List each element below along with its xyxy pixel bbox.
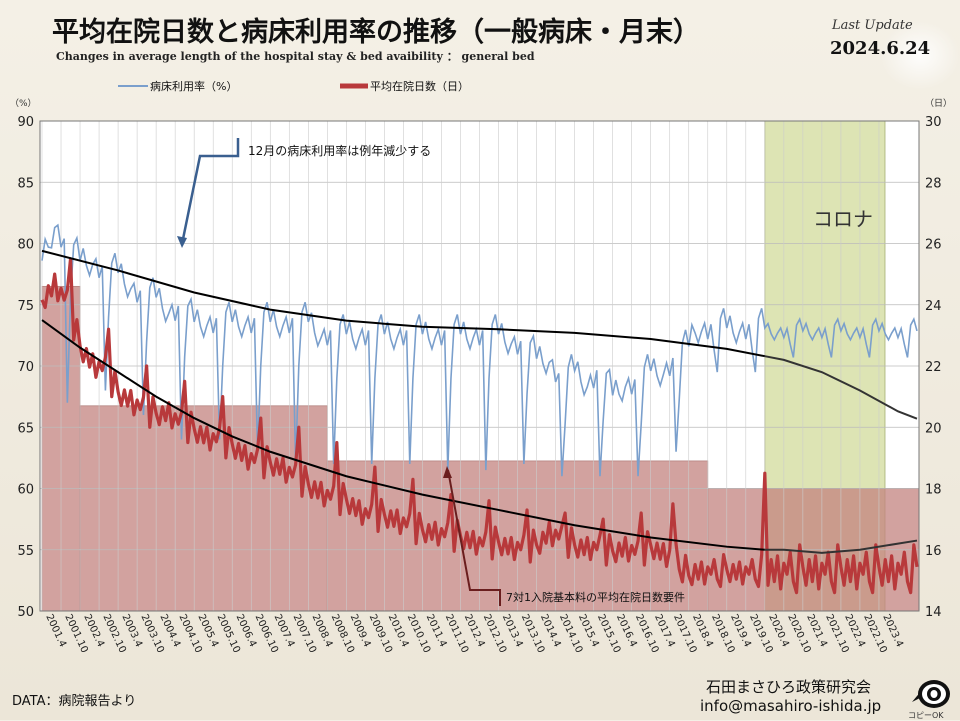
occupancy-trend-covid: [764, 355, 918, 420]
last-update-date: 2024.6.24: [830, 38, 931, 59]
legend-occupancy-label: 病床利用率（%）: [150, 79, 237, 93]
left-tick-label: 50: [17, 605, 34, 620]
stay-trend-covid: [764, 539, 918, 554]
left-tick-label: 60: [17, 483, 34, 498]
left-tick-label: 85: [17, 176, 34, 191]
left-tick-label: 80: [17, 238, 34, 253]
right-tick-label: 30: [925, 115, 942, 130]
occupancy-line: [41, 223, 918, 477]
last-update-label: Last Update: [832, 18, 913, 33]
page-title: 平均在院日数と病床利用率の推移（一般病床・月末）: [52, 17, 700, 48]
left-tick-label: 65: [17, 421, 34, 436]
legend: 病床利用率（%） 平均在院日数（日）: [118, 79, 469, 93]
left-axis-unit: （%）: [10, 98, 37, 109]
left-tick-label: 90: [17, 115, 34, 130]
occupancy-trend: [41, 249, 766, 358]
plot-border: [39, 120, 920, 612]
december-note-arrowhead: [177, 236, 187, 248]
copy-ok-logo-icon: [912, 680, 950, 708]
december-note: 12月の病床利用率は例年減少する: [248, 143, 431, 158]
right-tick-label: 24: [925, 299, 942, 314]
right-axis-unit: （日）: [925, 98, 952, 109]
requirement-note-arrow: [447, 469, 501, 606]
covid-label: コロナ: [813, 207, 873, 231]
right-tick-label: 18: [925, 483, 942, 498]
header-glow: [880, 20, 960, 90]
right-tick-label: 26: [925, 238, 942, 253]
december-note-arrow: [180, 138, 240, 245]
right-tick-label: 14: [925, 605, 942, 620]
right-tick-label: 16: [925, 544, 942, 559]
contact-email: info@masahiro-ishida.jp: [700, 697, 882, 715]
right-tick-label: 22: [925, 360, 942, 375]
organization-name: 石田まさひろ政策研究会: [706, 678, 872, 696]
right-tick-label: 28: [925, 176, 942, 191]
legend-stay-label: 平均在院日数（日）: [370, 79, 469, 93]
left-tick-label: 55: [17, 544, 34, 559]
left-tick-label: 75: [17, 299, 34, 314]
page-subtitle: Changes in average length of the hospita…: [56, 50, 535, 63]
requirement-note: 7対1入院基本料の平均在院日数要件: [506, 590, 685, 604]
chart-svg: 病床利用率（%） 平均在院日数（日） （%） （日） 50 55 60 65 70 75 8…: [10, 79, 952, 655]
copy-ok-text: コピーOK: [908, 711, 944, 720]
stay-line: [40, 257, 919, 595]
right-tick-label: 20: [925, 421, 942, 436]
data-source: DATA：病院報告より: [12, 694, 137, 709]
stay-trend: [41, 319, 765, 551]
requirement-note-arrowhead: [443, 466, 452, 478]
left-tick-label: 70: [17, 360, 34, 375]
